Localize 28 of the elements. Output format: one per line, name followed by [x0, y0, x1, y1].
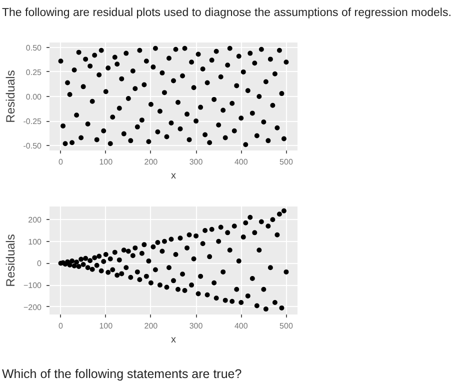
text: Which of the following statements are true?: [2, 366, 242, 383]
x-tick-label: 200: [144, 322, 158, 330]
y-axis-title: Residuals: [3, 70, 18, 123]
x-tick-label: 100: [99, 158, 114, 166]
y-tick-label: 0.50: [26, 43, 42, 52]
x-tick-label: 500: [280, 322, 294, 330]
y-tick-label: 200: [28, 216, 42, 225]
y-tick-label: -0.50: [23, 142, 42, 151]
y-tick-label: −100: [23, 281, 42, 290]
y-tick-label: 0.25: [26, 68, 42, 77]
x-tick-label: 300: [189, 158, 204, 166]
x-tick-label: 100: [99, 322, 114, 330]
x-tick-label: 500: [280, 158, 294, 166]
y-tick-label: 100: [28, 237, 42, 246]
y-tick-label: 0: [37, 259, 42, 268]
x-tick-label: 300: [189, 322, 204, 330]
chart-title: The following are residual plots used to diagnose the assumptions of regression models.: [2, 6, 452, 21]
y-axis-title: Residuals: [3, 234, 18, 287]
x-tick-label: 200: [144, 158, 158, 166]
x-tick-label: 400: [234, 158, 248, 166]
x-axis-title: x: [171, 334, 176, 346]
x-tick-label: 0: [58, 158, 64, 166]
x-tick-label: 400: [234, 322, 248, 330]
y-tick-label: −200: [23, 302, 42, 312]
y-tick-label: 0.00: [26, 92, 42, 102]
y-tick-label: -0.25: [23, 117, 42, 126]
x-axis-title: x: [171, 170, 176, 182]
x-tick-label: 0: [58, 322, 64, 330]
